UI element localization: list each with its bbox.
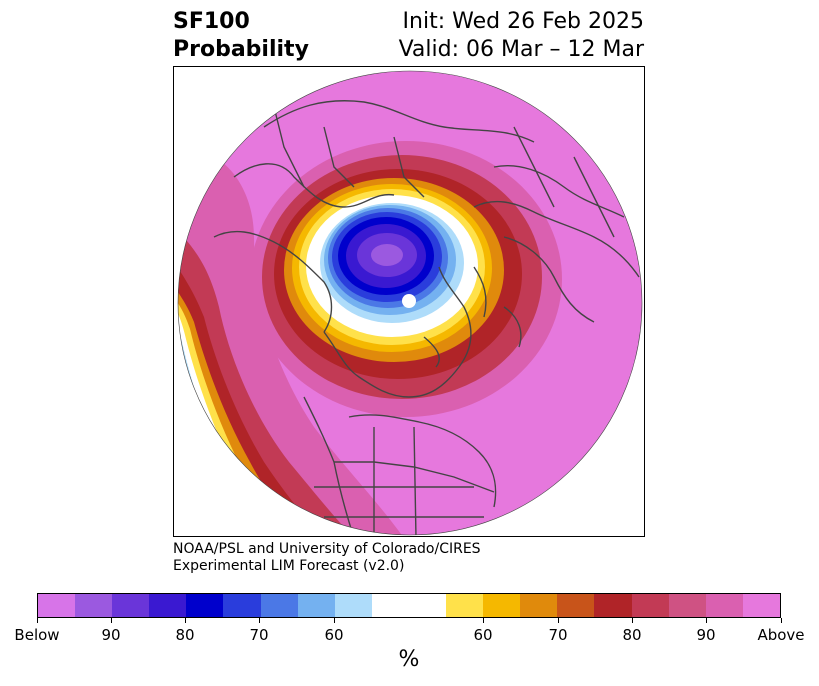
valid-date: Valid: 06 Mar – 12 Mar [398, 37, 644, 62]
colorbar-tick-label: 60 [324, 626, 344, 644]
colorbar-tick-mark [781, 618, 782, 623]
colorbar-tick-label: 90 [101, 626, 121, 644]
colorbar-cell [705, 594, 743, 617]
colorbar-tick-mark [483, 618, 484, 623]
colorbar-tick-mark [706, 618, 707, 623]
credit-line-2: Experimental LIM Forecast (v2.0) [173, 558, 405, 574]
colorbar-cell [260, 594, 298, 617]
credit-line-1: NOAA/PSL and University of Colorado/CIRE… [173, 541, 481, 557]
ring-violet [371, 244, 403, 266]
coastlines [213, 100, 640, 535]
colorbar-labels: Below 90 80 70 60 60 70 80 90 Above [0, 626, 819, 646]
colorbar-cell [149, 594, 187, 617]
colorbar-cell [557, 594, 595, 617]
colorbar-tick-mark [37, 618, 38, 623]
colorbar-tick-mark [259, 618, 260, 623]
colorbar [37, 593, 781, 618]
field-arc-orange [178, 285, 302, 535]
colorbar-tick-label: 90 [696, 626, 716, 644]
colorbar-tick-label: 70 [249, 626, 269, 644]
map-frame [173, 66, 645, 537]
colorbar-cell [334, 594, 372, 617]
map-boundary [177, 70, 643, 536]
colorbar-tick-mark [558, 618, 559, 623]
field-arc-90 [178, 157, 404, 535]
colorbar-cell [186, 594, 224, 617]
colorbar-cell [631, 594, 669, 617]
probability-field [178, 71, 642, 535]
colorbar-cell [520, 594, 558, 617]
north-pole-dot [402, 294, 416, 308]
colorbar-tick-mark [632, 618, 633, 623]
colorbar-tick-label: Above [757, 626, 805, 644]
credit-text: NOAA/PSL and University of Colorado/CIRE… [173, 541, 481, 575]
colorbar-cell [75, 594, 113, 617]
title-line-2: Probability [173, 37, 309, 62]
colorbar-tick-label: 80 [622, 626, 642, 644]
colorbar-cell [223, 594, 261, 617]
colorbar-tick-label: Below [14, 626, 60, 644]
polar-map [177, 70, 643, 536]
field-arc-red [178, 262, 324, 535]
colorbar-tick-label: 70 [548, 626, 568, 644]
colorbar-tick-label: 60 [473, 626, 493, 644]
title-line-1: SF100 [173, 9, 250, 34]
map-title: SF100 Probability [173, 8, 309, 64]
colorbar-unit: % [398, 647, 420, 672]
init-date: Init: Wed 26 Feb 2025 [402, 9, 644, 34]
field-arc-yellow [178, 297, 286, 535]
colorbar-cell [408, 594, 447, 617]
colorbar-cell [112, 594, 150, 617]
colorbar-cell [668, 594, 706, 617]
colorbar-cell [483, 594, 521, 617]
colorbar-tick-mark [111, 618, 112, 623]
colorbar-cell [297, 594, 335, 617]
colorbar-cell [38, 594, 76, 617]
colorbar-cell [371, 594, 409, 617]
colorbar-cell [594, 594, 632, 617]
colorbar-cell [742, 594, 780, 617]
colorbar-tick-mark [334, 618, 335, 623]
colorbar-tick-mark [185, 618, 186, 623]
colorbar-tick-label: 80 [175, 626, 195, 644]
colorbar-cell [446, 594, 484, 617]
forecast-dates: Init: Wed 26 Feb 2025 Valid: 06 Mar – 12… [399, 8, 644, 64]
